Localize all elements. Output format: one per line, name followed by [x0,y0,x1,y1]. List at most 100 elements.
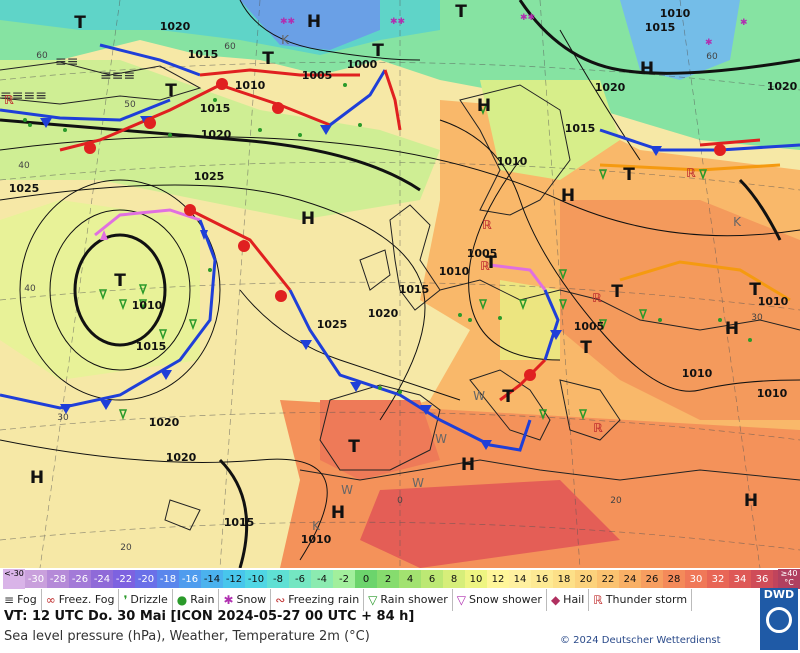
weather-legend-item: ≡ Fog [0,589,42,611]
weather-symbol-icon: ≡ [4,593,15,607]
scale-cell: -26 [69,570,91,588]
temperature-label-1: 60 [36,51,48,61]
map-letter-0: W [473,389,485,403]
svg-text:ℝ: ℝ [592,291,602,305]
isobar-label-23: 1020 [166,451,197,464]
isobar-label-29: 1010 [301,533,332,546]
cold-front-east [599,128,800,152]
isobar-label-4: 1020 [201,128,232,141]
occlusion-central [489,263,547,291]
temperature-scale: -30 -28 -26 -24 -22 -20 -18 -16 -14 -12 -10 -8 -6 -4-… [25,570,795,588]
scale-cell: -14 [201,570,223,588]
map-letter-2: W [341,483,353,497]
scale-cell: -16 [179,570,201,588]
map-letter-6: K [312,519,321,533]
cold-front-north [0,98,171,122]
scale-cell: 36 [751,570,773,588]
pressure-center-5: T [455,2,467,22]
scale-cell: -30 [25,570,47,588]
weather-legend-label: Snow shower [469,593,542,606]
scale-cell: 26 [641,570,663,588]
isobar-label-24: 1005 [574,320,605,333]
svg-text:ℝ: ℝ [686,166,696,180]
scale-cell: -2 [333,570,355,588]
cold-front-low [0,219,217,410]
scale-cell: -22 [113,570,135,588]
weather-symbol-icon: ▽ [368,593,378,607]
scale-cell: -18 [157,570,179,588]
scandinavia-cool [480,80,620,180]
isobar-label-13: 1025 [9,182,40,195]
isobar-label-0: 1020 [160,20,191,33]
weather-legend-label: Freezing rain [288,593,360,606]
temperature-label-10: 30 [751,313,763,323]
pressure-center-8: T [623,165,635,185]
isobar-label-2: 1010 [235,79,266,92]
precipitation-markers: ✱✱ ✱✱ ✱✱ ✱✱ ≡≡≡≡≡≡≡≡≡ ℝℝℝ ℝℝℝ [0,13,752,435]
arctic-zone-east [620,0,740,80]
weather-legend-item: ● Rain [173,589,220,611]
isobar-label-17: 1015 [399,283,430,296]
scale-cell: 20 [575,570,597,588]
isobar-label-14: 1025 [194,170,225,183]
isobar-label-20: 1010 [132,299,163,312]
map-letter-3: W [412,476,424,490]
isobar-label-3: 1015 [200,102,231,115]
isobar-label-22: 1020 [149,416,180,429]
scale-cell: 4 [399,570,421,588]
scale-cell: -20 [135,570,157,588]
map-letter-5: K [733,215,742,229]
fronts [0,43,800,452]
scale-cell: 30 [685,570,707,588]
weather-legend-item: ∾ Freezing rain [271,589,365,611]
isobar-label-25: 1010 [682,367,713,380]
pressure-center-1: H [307,12,321,32]
scale-cell: 32 [707,570,729,588]
isobar-label-18: 1020 [368,307,399,320]
svg-text:✱✱: ✱✱ [280,17,295,27]
sahara-very-hot [360,480,620,568]
svg-text:✱✱: ✱✱ [390,17,405,27]
isobar-label-10: 1020 [767,80,798,93]
trough-southeast [619,260,791,302]
svg-text:ℝ: ℝ [593,421,603,435]
weather-legend-label: Freez. Fog [58,593,115,606]
weather-legend-label: Rain shower [380,593,448,606]
warm-front-central [499,358,547,402]
weather-symbol-icon: ▽ [456,593,467,607]
pressure-center-18: T [348,437,360,457]
isobars [0,0,800,568]
weather-symbol-icon: ℝ [593,593,603,607]
cold-zone-north [0,0,800,150]
cold-pool-alps [500,280,560,360]
pressure-center-16: T [580,338,592,358]
weather-legend-label: Snow [236,593,267,606]
weather-legend-item: ℝ Thunder storm [589,589,693,611]
warm-front-east [699,138,761,147]
pressure-center-14: T [749,280,761,300]
weather-legend-item: ❜ Drizzle [119,589,173,611]
pressure-center-4: T [372,41,384,61]
isobar-label-11: 1015 [565,122,596,135]
isobar-label-26: 1010 [757,387,788,400]
pressure-labels: 1020101510101015102010051000101010151020… [9,7,798,546]
weather-legend-item: ∞ Freez. Fog [42,589,120,611]
pressure-center-19: H [461,455,475,475]
pressure-center-10: H [301,209,315,229]
scale-cell: 14 [509,570,531,588]
scale-cell: -4 [311,570,333,588]
temperature-label-2: 50 [124,100,136,110]
svg-text:≡≡≡≡: ≡≡≡≡ [0,88,47,104]
copyright: © 2024 Deutscher Wetterdienst [560,635,721,646]
temperature-label-9: 20 [610,496,622,506]
weather-legend-label: Hail [563,593,585,606]
pressure-center-12: T [485,253,497,273]
svg-text:✱✱: ✱✱ [520,13,535,23]
scale-cell: -28 [47,570,69,588]
temperature-labels: 60 60 50 60 40 40 30 20 0 20 30 [18,42,763,553]
pressure-center-3: T [165,81,177,101]
cold-front-central [543,289,560,361]
scale-cell: 16 [531,570,553,588]
temperature-label-7: 20 [120,543,132,553]
svg-text:✱: ✱ [740,18,748,28]
